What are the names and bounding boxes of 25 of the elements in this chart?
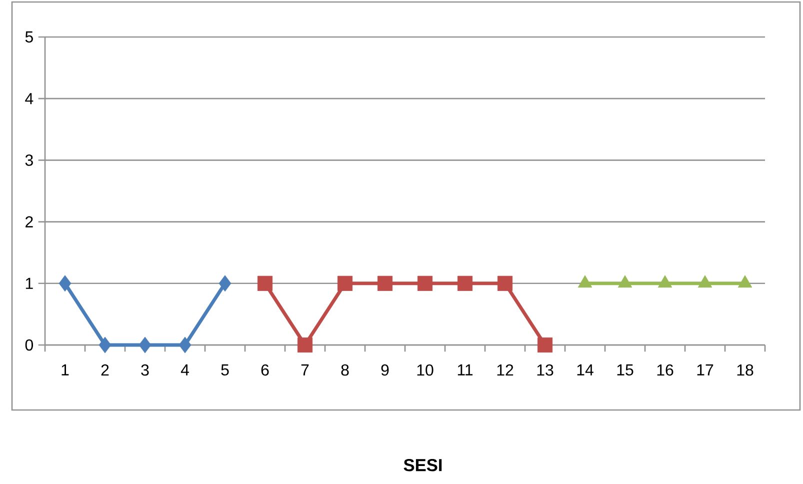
x-tick-label: 16 [657,364,674,376]
x-tick-label: 6 [261,364,269,376]
y-tick-label: 1 [26,278,33,289]
x-tick-label: 8 [341,364,349,376]
x-tick-label: 18 [737,364,754,376]
y-tick-label: 3 [25,154,33,166]
x-tick-label: 15 [617,364,634,376]
x-tick-label: 12 [497,364,514,376]
x-tick-label: 10 [417,364,434,376]
y-tick-label: 0 [25,339,34,351]
y-tick-label: 2 [26,216,33,228]
x-tick-label: 11 [458,364,473,376]
x-tick-label: 2 [101,364,109,376]
x-tick-label: 14 [577,364,594,376]
x-tick-label: 3 [141,364,149,376]
x-tick-label: 13 [537,364,554,376]
x-tick-label: 4 [180,364,189,376]
x-axis-title: SESI [404,458,442,472]
x-tick-label: 7 [301,364,309,376]
y-tick-label: 4 [25,93,34,104]
x-tick-label: 5 [221,364,229,376]
x-tick-label: 9 [381,364,389,376]
x-tick-label: 1 [62,364,69,376]
x-tick-label: 17 [697,364,714,376]
y-tick-label: 5 [25,31,33,43]
